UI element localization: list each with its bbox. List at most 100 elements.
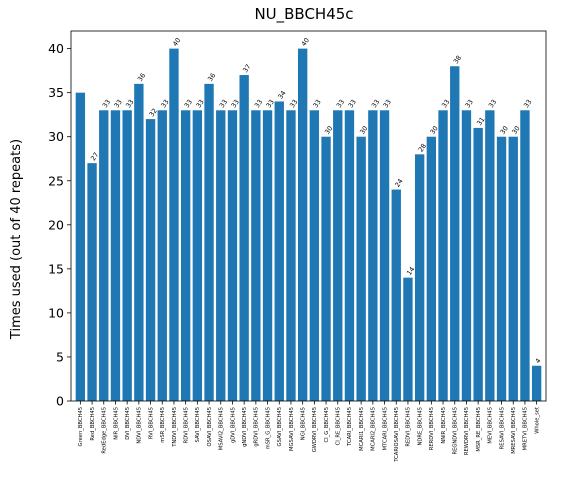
bar [110, 110, 121, 402]
bar-value-label: 33 [370, 98, 381, 109]
bar-value-label: 33 [124, 98, 135, 109]
x-tick-label: GWDRVI_BBCH45 [312, 407, 318, 452]
chart-title: NU_BBCH45c [254, 5, 353, 24]
bar [321, 136, 331, 401]
x-tick-label: TCARIOSAVI_BBCH45 [394, 407, 400, 463]
x-tick-label: REDVI_BBCH45 [406, 407, 412, 447]
plot-frame [70, 30, 547, 402]
bar [450, 66, 460, 401]
bar [485, 110, 495, 402]
bar [157, 110, 167, 402]
y-tick-label: 15 [48, 261, 64, 276]
x-tick-label: NDRE_BBCH45 [417, 407, 423, 446]
bar [134, 83, 144, 401]
bar [75, 92, 86, 402]
bar [145, 119, 156, 401]
bar-value-label: 24 [393, 177, 404, 188]
bar-value-label: 4 [534, 357, 543, 365]
bar-value-label: 36 [206, 72, 217, 83]
bar-value-label: 32 [148, 107, 159, 118]
bar [368, 110, 378, 402]
y-tick-label: 0 [56, 394, 64, 409]
x-tick-label: MEVI_BBCH45 [488, 407, 494, 444]
bar-value-label: 33 [101, 98, 112, 109]
x-tick-label: REWDRVI_BBCH45 [464, 407, 470, 455]
bar [520, 110, 530, 402]
x-tick-label: OSAVI_BBCH45 [207, 407, 213, 447]
x-tick-label: MSR_RE_BBCH45 [476, 407, 482, 452]
x-tick-label: MCARI1_BBCH45 [359, 407, 365, 451]
x-tick-label: gNDVI_BBCH45 [242, 407, 248, 447]
bar [391, 189, 401, 401]
x-tick-label: MSAVI2_BBCH45 [219, 407, 225, 450]
x-tick-label: TCARI_BBCH45 [347, 407, 353, 447]
bar [379, 110, 390, 402]
y-axis-label: Times used (out of 40 repeats) [9, 139, 24, 340]
bar [309, 110, 320, 402]
y-tick-label: 35 [48, 85, 64, 100]
bar-value-label: 31 [475, 116, 486, 127]
bar [344, 110, 355, 402]
bar [414, 154, 425, 401]
bar-value-label: 33 [253, 98, 264, 109]
bar-value-label: 30 [510, 124, 521, 135]
bar-value-label: 33 [194, 98, 205, 109]
x-tick-label: MTCARI_BBCH45 [382, 407, 388, 450]
bar-value-label: 30 [323, 124, 334, 135]
bar [192, 110, 203, 402]
bar-value-label: 33 [487, 98, 498, 109]
bar [286, 110, 296, 402]
bar [403, 277, 413, 401]
bar-value-label: 33 [382, 98, 393, 109]
bar [122, 110, 132, 402]
bar-value-label: 30 [428, 124, 439, 135]
y-tick-label: 25 [48, 173, 64, 188]
bar-value-label: 33 [218, 98, 229, 109]
bar [227, 110, 238, 402]
bar-value-label: 33 [183, 98, 194, 109]
x-tick-label: NDVI_BBCH45 [137, 407, 143, 444]
bar [496, 136, 507, 401]
y-tick-label: 30 [48, 129, 64, 144]
bar [356, 136, 366, 401]
x-axis-ticks: Green_BBCH45 Red_BBCH45 RedEdge_BBCH45 NIR_… [78, 401, 540, 463]
x-tick-label: MGSAVI_BBCH45 [289, 407, 295, 451]
bar-value-label: 33 [159, 98, 170, 109]
x-tick-label: MCARI2_BBCH45 [371, 407, 377, 451]
x-tick-label: CI_RE_BBCH45 [336, 407, 342, 445]
x-tick-label: CI_G_BBCH45 [324, 407, 330, 443]
bar [333, 110, 343, 402]
y-tick-label: 20 [48, 217, 64, 232]
bar-value-label: 33 [347, 98, 358, 109]
bar-value-label: 33 [230, 98, 241, 109]
x-tick-label: DVI_BBCH45 [125, 407, 131, 440]
bar [87, 163, 97, 401]
bar-value-label: 33 [335, 98, 346, 109]
x-tick-label: SAVI_BBCH45 [195, 407, 201, 442]
x-tick-label: NNIR_BBCH45 [441, 407, 447, 444]
bar-value-label: 30 [358, 124, 369, 135]
y-tick-label: 5 [56, 349, 64, 364]
bar-value-label: 40 [171, 36, 182, 47]
bar [531, 365, 542, 401]
x-tick-label: RESAVI_BBCH45 [499, 407, 505, 449]
bar [473, 127, 483, 402]
bar-value-label: 36 [136, 72, 147, 83]
y-axis-ticks: 0 5 10 15 20 25 30 35 40 [48, 41, 71, 409]
bar [216, 110, 226, 402]
x-tick-label: Whole_set [534, 407, 540, 434]
x-tick-label: Green_BBCH45 [78, 407, 84, 446]
bar [239, 75, 249, 402]
bar-value-label: 34 [276, 89, 287, 100]
bar-value-label: 37 [241, 63, 252, 74]
bar [204, 83, 214, 401]
x-tick-label: NIR_BBCH45 [113, 407, 119, 440]
bar-value-label: 14 [405, 265, 416, 276]
bar-value-label: 33 [440, 98, 451, 109]
bar [99, 110, 109, 402]
bar-value-label: 38 [452, 54, 463, 65]
x-tick-label: NGI_BBCH45 [300, 407, 306, 440]
x-tick-label: GSAVI_BBCH45 [277, 407, 283, 446]
x-tick-label: Red_BBCH45 [90, 407, 96, 441]
